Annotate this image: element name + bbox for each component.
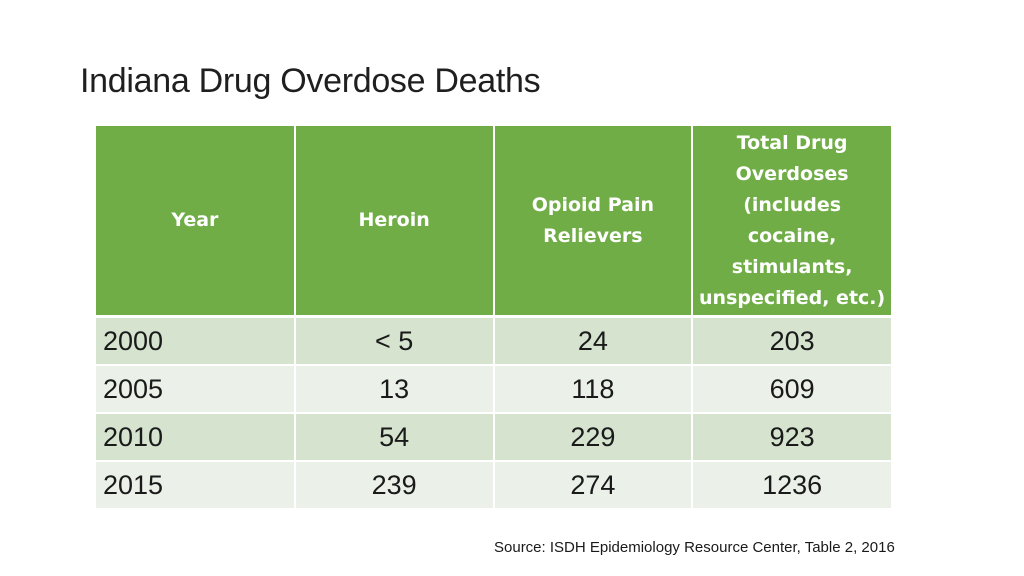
cell-total-overdoses: 203: [692, 316, 891, 366]
cell-year: 2010: [96, 413, 296, 462]
header-total-drug-overdoses: Total Drug Overdoses (includes cocaine, …: [692, 126, 891, 318]
overdose-table-container: Year Heroin Opioid Pain Relievers Total …: [96, 126, 891, 510]
cell-opioid-pain-relievers: 229: [493, 413, 694, 462]
table-row: 2010 54 229 923: [96, 413, 891, 462]
header-heroin: Heroin: [294, 126, 495, 318]
cell-opioid-pain-relievers: 118: [493, 365, 694, 414]
table-row: 2005 13 118 609: [96, 365, 891, 414]
cell-year: 2015: [96, 461, 296, 510]
header-opioid-pain-relievers: Opioid Pain Relievers: [493, 126, 694, 318]
overdose-table: Year Heroin Opioid Pain Relievers Total …: [96, 126, 891, 510]
cell-heroin: 13: [294, 365, 495, 414]
table-row: 2000 < 5 24 203: [96, 316, 891, 366]
cell-heroin: 54: [294, 413, 495, 462]
cell-total-overdoses: 923: [692, 413, 891, 462]
cell-heroin: 239: [294, 461, 495, 510]
cell-year: 2000: [96, 316, 296, 366]
cell-year: 2005: [96, 365, 296, 414]
cell-total-overdoses: 609: [692, 365, 891, 414]
source-citation: Source: ISDH Epidemiology Resource Cente…: [494, 539, 895, 556]
cell-opioid-pain-relievers: 24: [493, 316, 694, 366]
cell-total-overdoses: 1236: [692, 461, 891, 510]
table-row: 2015 239 274 1236: [96, 461, 891, 510]
slide-title-main: Indiana Drug Overdose: [80, 62, 435, 100]
slide-title: Indiana Drug Overdose Deaths: [80, 62, 541, 101]
slide-title-emphasis: Deaths: [434, 62, 541, 100]
cell-heroin: < 5: [294, 316, 495, 366]
table-header-row: Year Heroin Opioid Pain Relievers Total …: [96, 126, 891, 318]
cell-opioid-pain-relievers: 274: [493, 461, 694, 510]
header-year: Year: [96, 126, 296, 318]
